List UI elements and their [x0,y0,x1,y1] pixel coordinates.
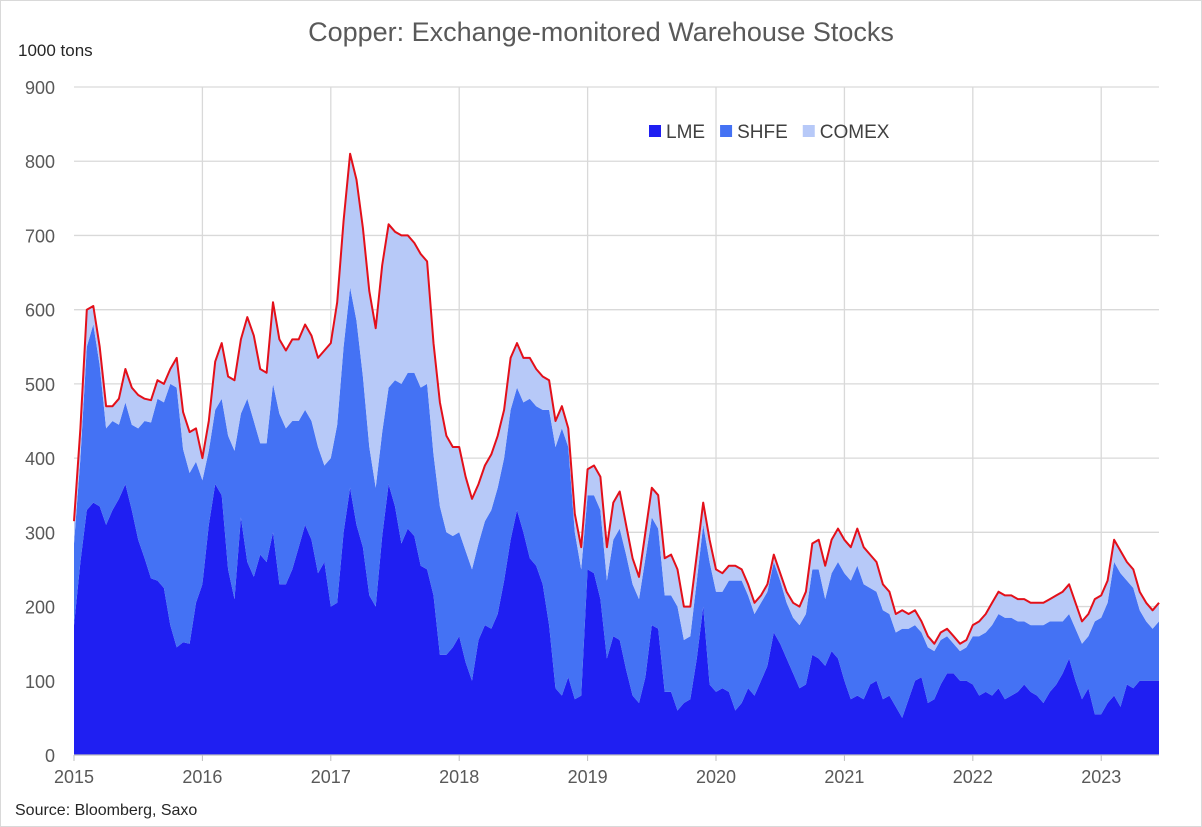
legend-swatch-lme [649,125,661,137]
y-tick-label: 500 [25,375,55,395]
stacked-areas [74,153,1159,755]
legend-swatch-shfe [720,125,733,137]
area-lme [74,484,1159,755]
legend-label-shfe: SHFE [737,122,788,143]
y-tick-label: 0 [45,746,55,766]
y-tick-label: 700 [25,226,55,246]
source-note: Source: Bloomberg, Saxo [15,802,197,819]
y-tick-label: 900 [25,78,55,98]
legend: LME SHFE COMEX [649,122,890,143]
x-tick-label: 2017 [311,767,351,787]
legend-swatch-comex [802,125,815,137]
legend-label-comex: COMEX [820,122,890,143]
area-shfe [74,287,1159,718]
y-tick-label: 600 [25,301,55,321]
y-axis-unit-label: 1000 tons [18,41,93,60]
y-tick-label: 200 [25,598,55,618]
x-tick-label: 2020 [696,767,736,787]
x-tick-label: 2016 [182,767,222,787]
chart-title: Copper: Exchange-monitored Warehouse Sto… [308,17,894,47]
y-tick-label: 100 [25,672,55,692]
x-tick-label: 2018 [439,767,479,787]
legend-label-lme: LME [666,122,705,143]
y-tick-label: 400 [25,449,55,469]
x-tick-label: 2019 [568,767,608,787]
y-tick-label: 300 [25,523,55,543]
x-tick-label: 2022 [953,767,993,787]
x-axis: 2015 2016 2017 2018 2019 2020 2021 2022 2023 [54,754,1159,787]
y-axis: 0 100 200 300 400 500 600 700 800 900 [25,78,55,766]
y-tick-label: 800 [25,152,55,172]
x-tick-label: 2021 [824,767,864,787]
x-tick-label: 2015 [54,767,94,787]
total-stock-line [73,152,1160,645]
x-tick-label: 2023 [1081,767,1121,787]
total-line-layer [73,152,1160,645]
area-comex [74,153,1159,652]
